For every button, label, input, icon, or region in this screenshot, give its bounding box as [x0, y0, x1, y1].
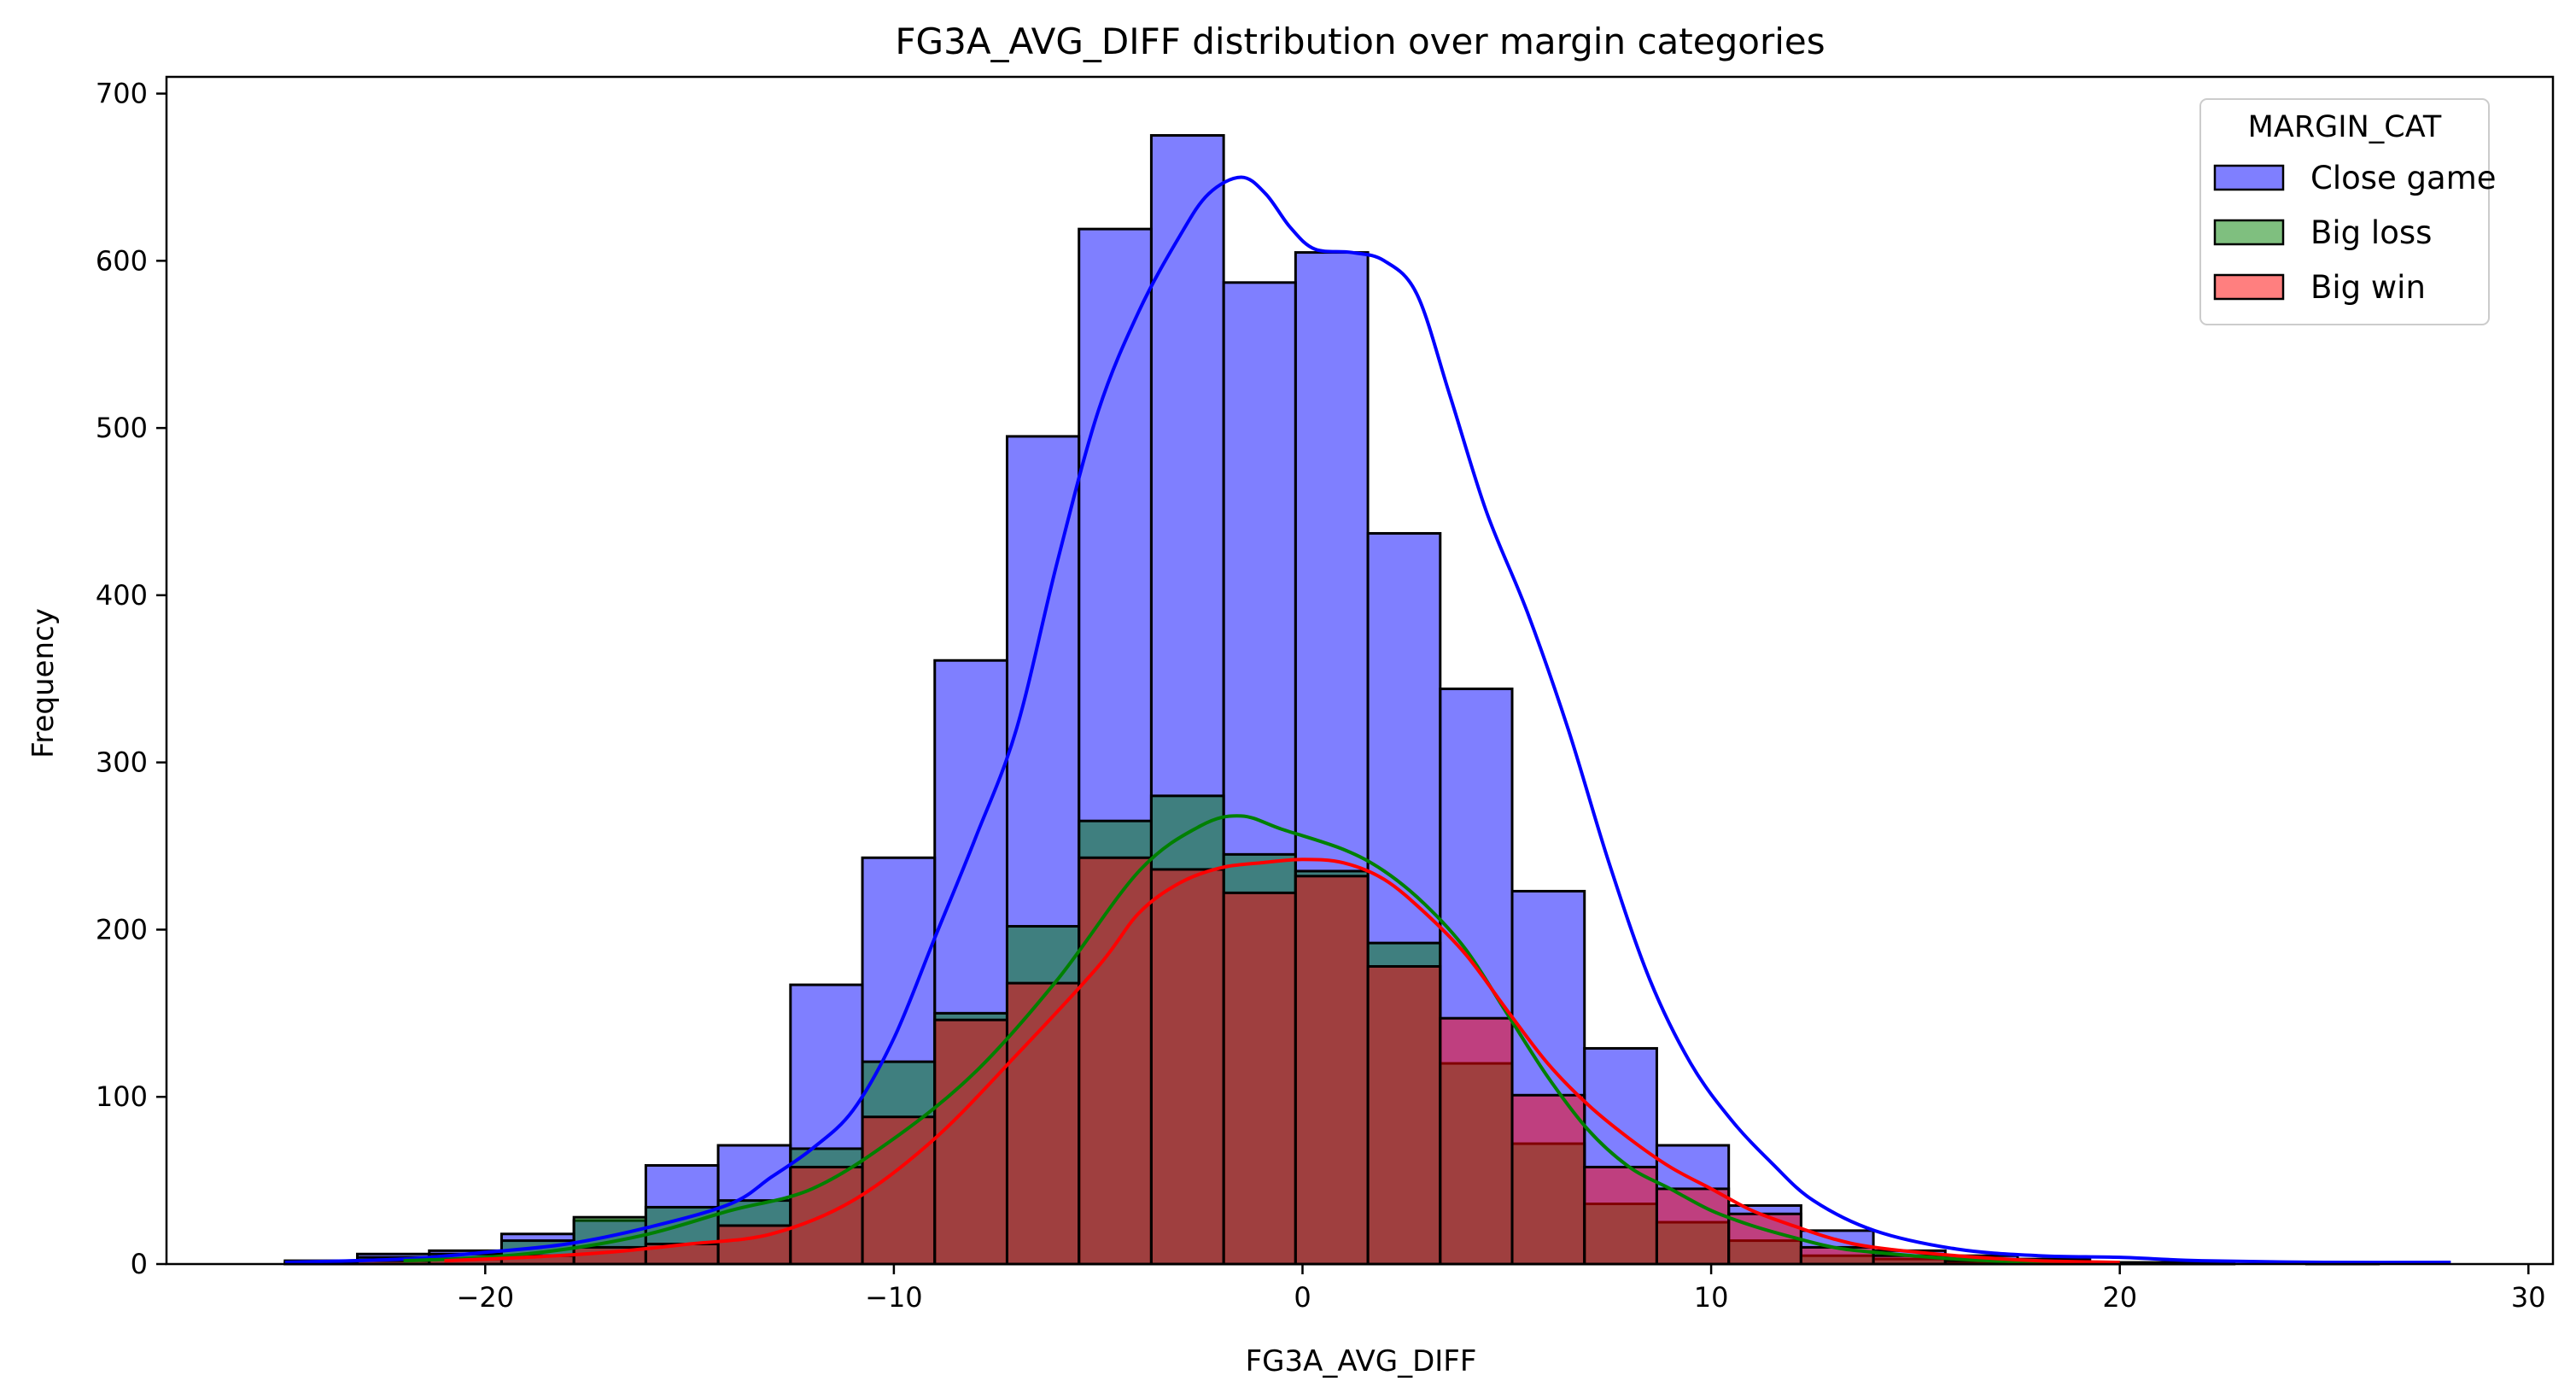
bar-big-win-12	[1149, 868, 1225, 1266]
y-tick-label: 700	[96, 78, 148, 110]
y-axis-label: Frequency	[26, 608, 61, 758]
legend: MARGIN_CAT Close game Big loss Big win	[2199, 98, 2497, 325]
legend-swatch-big-loss	[2213, 219, 2285, 246]
legend-label-big-loss: Big loss	[2310, 214, 2432, 251]
bar-big-win-18	[1583, 1165, 1658, 1266]
bar-big-win-16	[1439, 1016, 1514, 1266]
x-tick-label: −10	[865, 1281, 923, 1314]
histogram-bars	[283, 134, 2380, 1266]
legend-label-big-win: Big win	[2310, 269, 2426, 306]
bar-big-win-15	[1366, 965, 1442, 1266]
kde-curves	[284, 175, 2451, 1265]
plot-frame	[165, 75, 2555, 1266]
y-tick-label: 600	[96, 244, 148, 277]
legend-items: Close game Big loss Big win	[2213, 160, 2497, 306]
x-tick-label: 30	[2511, 1281, 2546, 1314]
x-tick-label: 20	[2102, 1281, 2137, 1314]
bar-big-win-10	[1005, 981, 1081, 1266]
bar-big-win-13	[1222, 891, 1297, 1266]
x-axis-label: FG3A_AVG_DIFF	[1246, 1344, 1477, 1379]
y-tick-label: 200	[96, 913, 148, 945]
x-tick-label: 10	[1694, 1281, 1729, 1314]
bar-big-win-14	[1294, 875, 1370, 1266]
chart-title: FG3A_AVG_DIFF distribution over margin c…	[895, 20, 1825, 62]
x-tick-label: −20	[457, 1281, 515, 1314]
legend-swatch-big-win	[2213, 273, 2285, 301]
y-tick-label: 0	[131, 1248, 148, 1280]
bar-big-win-8	[861, 1115, 937, 1266]
x-tick-label: 0	[1294, 1281, 1311, 1314]
bar-big-win-17	[1510, 1093, 1586, 1266]
bar-big-win-11	[1078, 856, 1153, 1266]
legend-label-close-game: Close game	[2310, 160, 2497, 196]
y-tick-label: 400	[96, 579, 148, 612]
kde-line-big-win	[444, 858, 2120, 1265]
kde-line-close-game	[284, 175, 2451, 1265]
y-tick-label: 100	[96, 1080, 148, 1113]
legend-frame	[2199, 98, 2490, 325]
legend-title: MARGIN_CAT	[2248, 110, 2442, 144]
y-tick-label: 500	[96, 412, 148, 444]
y-tick-label: 300	[96, 746, 148, 779]
bar-big-win-9	[933, 1018, 1008, 1266]
kde-line-big-loss	[403, 814, 2120, 1265]
legend-swatch-close-game	[2213, 164, 2285, 191]
